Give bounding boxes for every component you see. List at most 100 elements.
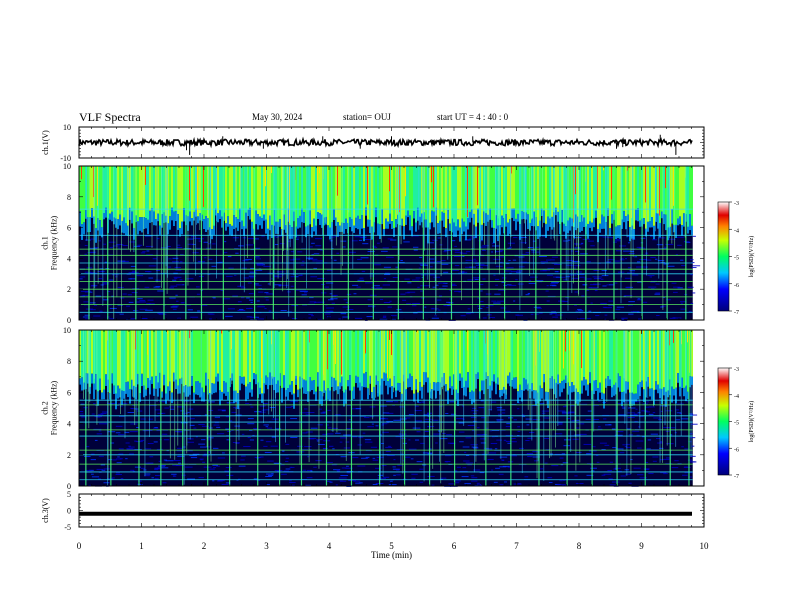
ch.2-noise-cell xyxy=(663,473,668,475)
ch.2-noise-cell xyxy=(386,422,390,424)
ch.1-noise-cell xyxy=(140,318,148,320)
ch.1-band-fringe xyxy=(321,214,323,228)
ch.2-band-column xyxy=(173,330,175,373)
ch.2-noise-cell xyxy=(217,409,226,411)
ch.2-noise-cell xyxy=(466,454,470,456)
ch.1-band-fringe xyxy=(453,222,455,237)
ch.1-noise-cell xyxy=(207,313,213,315)
ch.1-noise-cell xyxy=(478,283,484,285)
ch.2-noise-cell xyxy=(645,462,649,464)
ch.2-band-column xyxy=(467,330,469,373)
ch.1-noise-cell xyxy=(491,300,497,302)
ch.1-band-fringe xyxy=(125,223,127,236)
ch.2-noise-cell xyxy=(322,411,327,413)
ch.1-sferic xyxy=(607,166,609,269)
ch.2-noise-cell xyxy=(637,412,641,414)
ch.2-noise-cell xyxy=(307,456,310,458)
ch.2-hot-streak xyxy=(669,330,670,346)
ch.2-noise-cell xyxy=(507,442,512,444)
ch.2-band-fringe xyxy=(147,378,149,388)
ch.2-noise-cell xyxy=(116,462,122,464)
ch.1-hot-streak xyxy=(665,166,666,189)
ch.2-band-column xyxy=(331,330,333,377)
ch.2-noise-cell xyxy=(615,448,624,450)
ch.2-noise-cell xyxy=(110,442,115,444)
ch.2-noise-cell xyxy=(164,407,169,409)
ch.2-band-fringe xyxy=(433,382,435,391)
ch.2-band-column xyxy=(657,330,659,385)
ch.1-noise-cell xyxy=(615,240,621,242)
ch.2-noise-cell xyxy=(394,401,399,403)
ch.1-noise-cell xyxy=(209,318,212,320)
ch.1-band-fringe xyxy=(91,208,93,218)
ch.2-band-fringe xyxy=(79,378,81,385)
ch.1-noise-cell xyxy=(443,271,449,273)
ch.1-noise-cell xyxy=(246,308,253,310)
ch.2-noise-cell xyxy=(675,409,680,411)
ch.1-band-fringe xyxy=(261,218,263,229)
ch.2-noise-cell xyxy=(249,439,255,441)
ch.2-band-fringe xyxy=(355,375,357,384)
ch.2-noise-cell xyxy=(274,469,283,471)
ch.1-noise-cell xyxy=(441,263,449,265)
ch.2-band-fringe xyxy=(349,375,351,391)
ch.2-noise-cell xyxy=(601,474,606,476)
ch.1-noise-cell xyxy=(325,282,334,284)
ch.2-noise-cell xyxy=(256,480,261,482)
ch.2-noise-cell xyxy=(595,454,599,456)
ch.1-noise-cell xyxy=(122,293,127,295)
ch.1-noise-cell xyxy=(551,311,557,313)
ch.1-sferic xyxy=(424,166,425,251)
ch.1-band-fringe xyxy=(377,223,379,236)
ch.2-band-fringe xyxy=(171,392,173,404)
ch.1-band-fringe xyxy=(647,221,649,232)
ch.1-hot-streak xyxy=(93,166,94,198)
ch.1-band-fringe xyxy=(527,214,529,230)
ch.1-noise-cell xyxy=(148,277,154,279)
ch.2-noise-cell xyxy=(136,426,140,428)
ch.2-noise-cell xyxy=(125,458,128,460)
ch.2-noise-cell xyxy=(382,431,389,433)
ch.1-band-column xyxy=(689,166,691,215)
ch.1-noise-cell xyxy=(276,271,285,273)
ch.1-band-column xyxy=(437,166,439,224)
ch.1-band-fringe xyxy=(233,215,235,230)
ch.2-noise-cell xyxy=(98,430,102,432)
ch.2-sferic xyxy=(210,330,211,454)
ch.2-noise-cell xyxy=(177,455,185,457)
ch.2-noise-cell xyxy=(659,459,664,461)
ch.1-noise-cell xyxy=(367,254,370,256)
ch.2-noise-cell xyxy=(449,401,456,403)
ch.2-sferic xyxy=(474,330,475,473)
ch.1-burst xyxy=(347,166,349,320)
ch.2-band-fringe xyxy=(561,381,563,393)
ch.2-noise-cell xyxy=(221,483,229,485)
ch.1-noise-cell xyxy=(627,304,633,306)
ch.1-noise-cell xyxy=(549,313,553,315)
ch.2-sferic xyxy=(393,330,394,393)
ch.1-noise-cell xyxy=(166,245,171,247)
ch.2-noise-cell xyxy=(200,446,208,448)
ch.1-band-column xyxy=(353,166,355,226)
ch.1-band-column xyxy=(157,166,159,214)
ch.1-noise-cell xyxy=(84,291,90,293)
ch.1-noise-cell xyxy=(615,238,621,240)
colorbar-tick-label: -4 xyxy=(734,394,739,400)
ch.2-noise-cell xyxy=(249,429,253,431)
ch.1-band-fringe xyxy=(443,213,445,227)
ch.2-noise-cell xyxy=(611,428,616,430)
ch.1-hot-streak xyxy=(367,166,368,205)
ch.2-band-column xyxy=(145,330,147,390)
ch.1-noise-cell xyxy=(173,272,178,274)
ch.1-noise-cell xyxy=(319,249,324,251)
ch.1-band-fringe xyxy=(513,208,515,222)
ch.2-band-fringe xyxy=(253,373,255,380)
ch.2-band-fringe xyxy=(507,375,509,384)
ch.2-hot-streak xyxy=(581,330,582,369)
ch.2-noise-cell xyxy=(269,407,276,409)
ch.2-band-column xyxy=(125,330,127,383)
ch.2-noise-cell xyxy=(506,454,512,456)
ch.2-band-fringe xyxy=(149,380,151,395)
ch.2-noise-cell xyxy=(351,408,360,410)
